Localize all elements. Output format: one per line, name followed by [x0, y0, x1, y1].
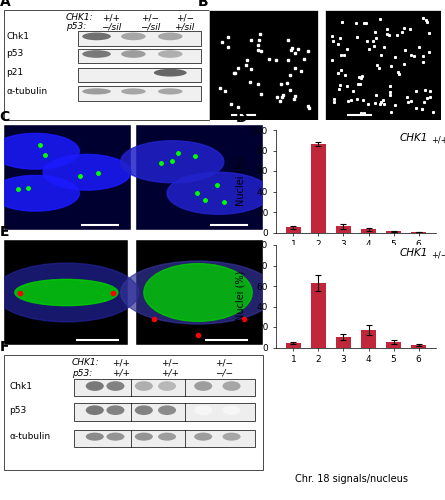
FancyBboxPatch shape: [74, 404, 255, 420]
FancyBboxPatch shape: [136, 125, 263, 230]
Text: +/+: +/+: [161, 369, 178, 378]
Circle shape: [0, 134, 79, 169]
Text: p53: p53: [7, 50, 24, 58]
Ellipse shape: [135, 381, 153, 391]
FancyBboxPatch shape: [4, 125, 131, 230]
Ellipse shape: [15, 280, 118, 305]
FancyBboxPatch shape: [78, 32, 201, 46]
Ellipse shape: [158, 406, 176, 415]
Text: Chr. 18 signals/nucleus: Chr. 18 signals/nucleus: [295, 474, 408, 484]
Circle shape: [121, 261, 275, 324]
Ellipse shape: [82, 32, 111, 40]
Text: CHK1: CHK1: [400, 248, 428, 258]
Ellipse shape: [158, 50, 182, 58]
Text: p53:: p53:: [66, 22, 86, 31]
Ellipse shape: [86, 381, 104, 391]
Bar: [286, 344, 301, 347]
Text: E: E: [0, 225, 9, 239]
Ellipse shape: [86, 406, 104, 415]
Text: −/sil: −/sil: [101, 22, 121, 31]
Text: Chk1: Chk1: [10, 382, 32, 390]
Ellipse shape: [158, 32, 182, 40]
FancyBboxPatch shape: [136, 240, 263, 345]
Circle shape: [0, 263, 139, 322]
Text: B: B: [198, 0, 208, 9]
Text: CHK1:: CHK1:: [66, 14, 93, 22]
Ellipse shape: [135, 406, 153, 415]
Circle shape: [167, 172, 270, 214]
Text: p53:: p53:: [72, 369, 92, 378]
FancyBboxPatch shape: [325, 10, 441, 120]
Bar: [336, 226, 351, 232]
Ellipse shape: [106, 432, 125, 440]
Text: +/+: +/+: [102, 14, 120, 22]
Ellipse shape: [194, 381, 212, 391]
Ellipse shape: [158, 88, 182, 94]
Ellipse shape: [82, 88, 111, 94]
Bar: [411, 346, 426, 348]
Text: +/−: +/−: [176, 14, 194, 22]
Circle shape: [121, 141, 224, 182]
Ellipse shape: [222, 432, 241, 440]
Bar: [386, 342, 401, 347]
FancyBboxPatch shape: [4, 240, 128, 345]
Ellipse shape: [135, 432, 153, 440]
FancyBboxPatch shape: [4, 10, 209, 120]
Ellipse shape: [121, 50, 146, 58]
Ellipse shape: [144, 264, 252, 322]
Bar: [286, 228, 301, 232]
Text: α-tubulin: α-tubulin: [10, 432, 51, 441]
FancyBboxPatch shape: [78, 49, 201, 64]
Circle shape: [0, 176, 79, 211]
Text: Chk1: Chk1: [7, 32, 29, 41]
Text: +/−: +/−: [215, 358, 233, 368]
Text: +/−: +/−: [141, 14, 159, 22]
Ellipse shape: [121, 32, 146, 40]
Text: +/+: +/+: [112, 358, 129, 368]
Ellipse shape: [121, 88, 146, 94]
Ellipse shape: [158, 432, 176, 440]
Ellipse shape: [106, 406, 125, 415]
Text: +/+: +/+: [431, 135, 445, 144]
Text: −/sil: −/sil: [140, 22, 160, 31]
Text: p21: p21: [7, 68, 24, 77]
FancyBboxPatch shape: [209, 10, 318, 120]
Ellipse shape: [194, 406, 212, 415]
Y-axis label: Nuclei (%): Nuclei (%): [235, 156, 246, 206]
FancyBboxPatch shape: [78, 86, 201, 101]
Ellipse shape: [106, 381, 125, 391]
Circle shape: [43, 154, 131, 190]
Text: CHK1:: CHK1:: [72, 358, 99, 368]
Ellipse shape: [86, 432, 104, 440]
Text: A: A: [0, 0, 11, 9]
Text: p53: p53: [10, 406, 27, 414]
Text: D: D: [236, 111, 247, 125]
Text: α-tubulin: α-tubulin: [7, 87, 48, 96]
Bar: [336, 337, 351, 347]
Bar: [311, 144, 326, 233]
Ellipse shape: [194, 432, 212, 440]
Text: C: C: [0, 110, 9, 124]
Ellipse shape: [82, 50, 111, 58]
FancyBboxPatch shape: [74, 430, 255, 447]
Text: CHK1: CHK1: [400, 133, 428, 143]
FancyBboxPatch shape: [4, 355, 263, 470]
Text: +/−: +/−: [161, 358, 178, 368]
Ellipse shape: [154, 69, 186, 76]
Bar: [361, 230, 376, 232]
Text: −/−: −/−: [215, 369, 233, 378]
Text: +/sil: +/sil: [174, 22, 195, 31]
Ellipse shape: [158, 381, 176, 391]
Y-axis label: Nuclei (%): Nuclei (%): [235, 271, 246, 322]
Bar: [311, 283, 326, 348]
FancyBboxPatch shape: [74, 379, 255, 396]
Text: +/+: +/+: [112, 369, 129, 378]
Text: +/−: +/−: [431, 250, 445, 259]
Ellipse shape: [222, 381, 241, 391]
Bar: [361, 330, 376, 347]
Text: F: F: [0, 340, 9, 354]
FancyBboxPatch shape: [78, 68, 201, 82]
Ellipse shape: [222, 406, 241, 415]
